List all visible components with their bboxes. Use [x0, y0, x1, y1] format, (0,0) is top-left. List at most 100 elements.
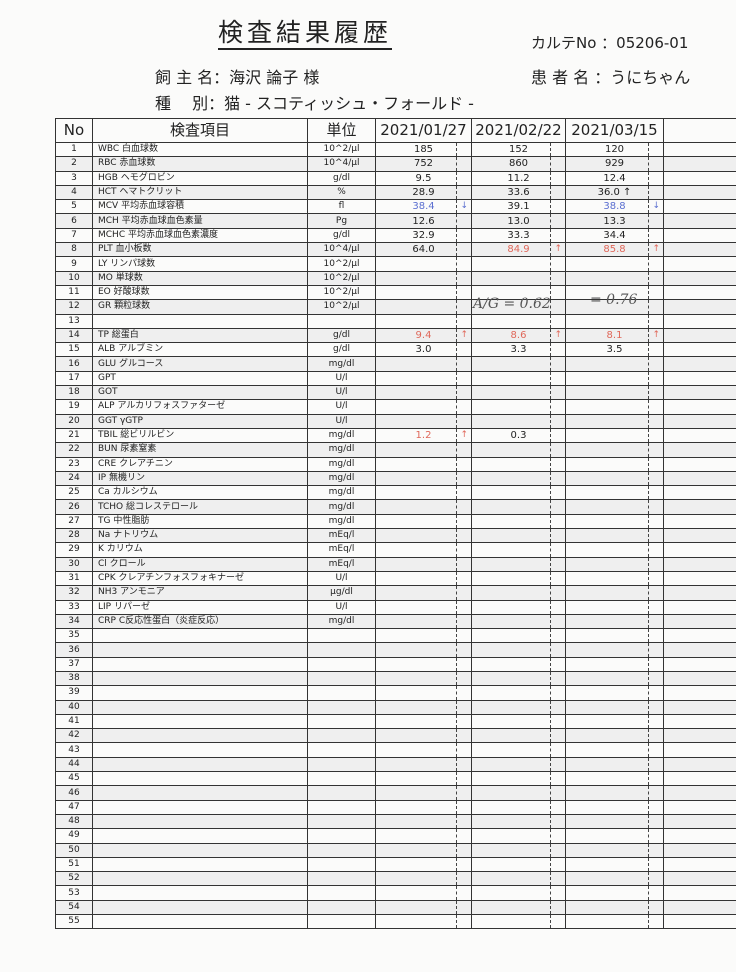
dashed-divider [550, 715, 551, 728]
result-cell [565, 442, 664, 458]
test-item [92, 828, 308, 844]
table-row: 23 CRE クレアチニン mg/dl [55, 456, 736, 472]
dashed-divider [456, 215, 457, 228]
result-cell [471, 899, 566, 916]
test-item: BUN 尿素窒素 [92, 442, 308, 458]
result-cell [565, 871, 664, 887]
test-item: WBC 白血球数 [92, 141, 308, 158]
empty-cell [663, 699, 736, 715]
dashed-divider [550, 801, 551, 814]
dashed-divider [648, 643, 649, 657]
result-cell [565, 828, 664, 844]
dashed-divider [550, 701, 551, 714]
result-cell: 84.9 ↑ [471, 242, 566, 258]
dashed-divider [648, 886, 649, 900]
table-row: 28 Na ナトリウム mEq/l [55, 528, 736, 544]
patient-name: 患 者 名 ：うにちゃん [531, 68, 691, 87]
dashed-divider [648, 715, 649, 728]
dashed-divider [648, 486, 649, 499]
result-cell [471, 756, 566, 773]
table-row: 32 NH3 アンモニア μg/dl [55, 585, 736, 601]
dashed-divider [456, 415, 457, 428]
result-cell: 11.2 [471, 170, 566, 186]
test-item: TG 中性脂肪 [92, 513, 308, 530]
handwritten-ag-ratio-1: A/G = 0.62 [473, 296, 551, 312]
row-number: 51 [55, 856, 93, 873]
arrow-down-icon: ↓ [652, 201, 660, 212]
dashed-divider [550, 815, 551, 828]
dashed-divider [550, 486, 551, 499]
empty-cell [663, 613, 736, 630]
result-cell [471, 856, 566, 873]
test-item: MCH 平均赤血球血色素量 [92, 213, 308, 229]
table-row: 47 [55, 799, 736, 815]
test-unit [307, 756, 376, 773]
result-cell [471, 456, 566, 472]
result-value: 860 [508, 158, 529, 170]
test-unit [307, 799, 376, 815]
result-cell: 0.3 [471, 427, 566, 444]
test-item [92, 914, 308, 930]
row-number: 48 [55, 813, 93, 830]
result-cell: 64.0 [375, 242, 472, 258]
row-number: 7 [55, 227, 93, 244]
table-row: 36 [55, 642, 736, 658]
result-cell [565, 370, 664, 387]
test-item: EO 好酸球数 [92, 284, 308, 301]
dashed-divider [456, 529, 457, 542]
result-cell [471, 513, 566, 530]
dashed-divider [456, 801, 457, 814]
result-cell [565, 613, 664, 630]
empty-cell [663, 485, 736, 501]
result-cell: 752 [375, 156, 472, 172]
table-row: 48 [55, 813, 736, 830]
result-cell [565, 670, 664, 687]
test-item: GLU グルコース [92, 356, 308, 372]
dashed-divider [456, 886, 457, 900]
result-cell [565, 356, 664, 372]
empty-cell [663, 313, 736, 329]
test-item [92, 813, 308, 830]
dashed-divider [648, 701, 649, 714]
result-cell [375, 628, 472, 644]
dashed-divider [550, 415, 551, 428]
result-cell [375, 771, 472, 787]
test-item: TBIL 総ビリルビン [92, 427, 308, 444]
result-cell [565, 528, 664, 544]
result-cell [471, 356, 566, 372]
result-cell [565, 656, 664, 672]
row-number: 8 [55, 242, 93, 258]
row-number: 22 [55, 442, 93, 458]
row-number: 10 [55, 270, 93, 286]
result-cell: 32.9 [375, 227, 472, 244]
dashed-divider [550, 329, 551, 342]
test-item [92, 713, 308, 730]
test-unit: U/l [307, 370, 376, 387]
dashed-divider [648, 658, 649, 671]
empty-cell [663, 256, 736, 272]
dashed-divider [550, 586, 551, 599]
result-cell [471, 542, 566, 558]
result-cell [565, 385, 664, 401]
dashed-divider [648, 901, 649, 914]
table-row: 22 BUN 尿素窒素 mg/dl [55, 442, 736, 458]
dashed-divider [550, 215, 551, 228]
header-row: No 検査項目 単位 2021/01/27 2021/02/22 2021/03/15 [55, 118, 736, 143]
row-number: 31 [55, 570, 93, 587]
result-cell [375, 656, 472, 672]
result-cell [565, 885, 664, 901]
dashed-divider [456, 229, 457, 242]
dashed-divider [550, 357, 551, 371]
test-item: HGB ヘモグロビン [92, 170, 308, 186]
result-cell: 38.4 ↓ [375, 199, 472, 215]
dashed-divider [648, 815, 649, 828]
dashed-divider [550, 443, 551, 457]
table-row: 3 HGB ヘモグロビン g/dl 9.5 11.2 12.4 [55, 170, 736, 186]
empty-cell [663, 327, 736, 344]
empty-cell [663, 742, 736, 758]
result-cell [375, 756, 472, 773]
result-value: 8.6 [510, 330, 527, 341]
row-number: 53 [55, 885, 93, 901]
dashed-divider [648, 257, 649, 271]
table-row: 24 IP 無機リン mg/dl [55, 470, 736, 487]
